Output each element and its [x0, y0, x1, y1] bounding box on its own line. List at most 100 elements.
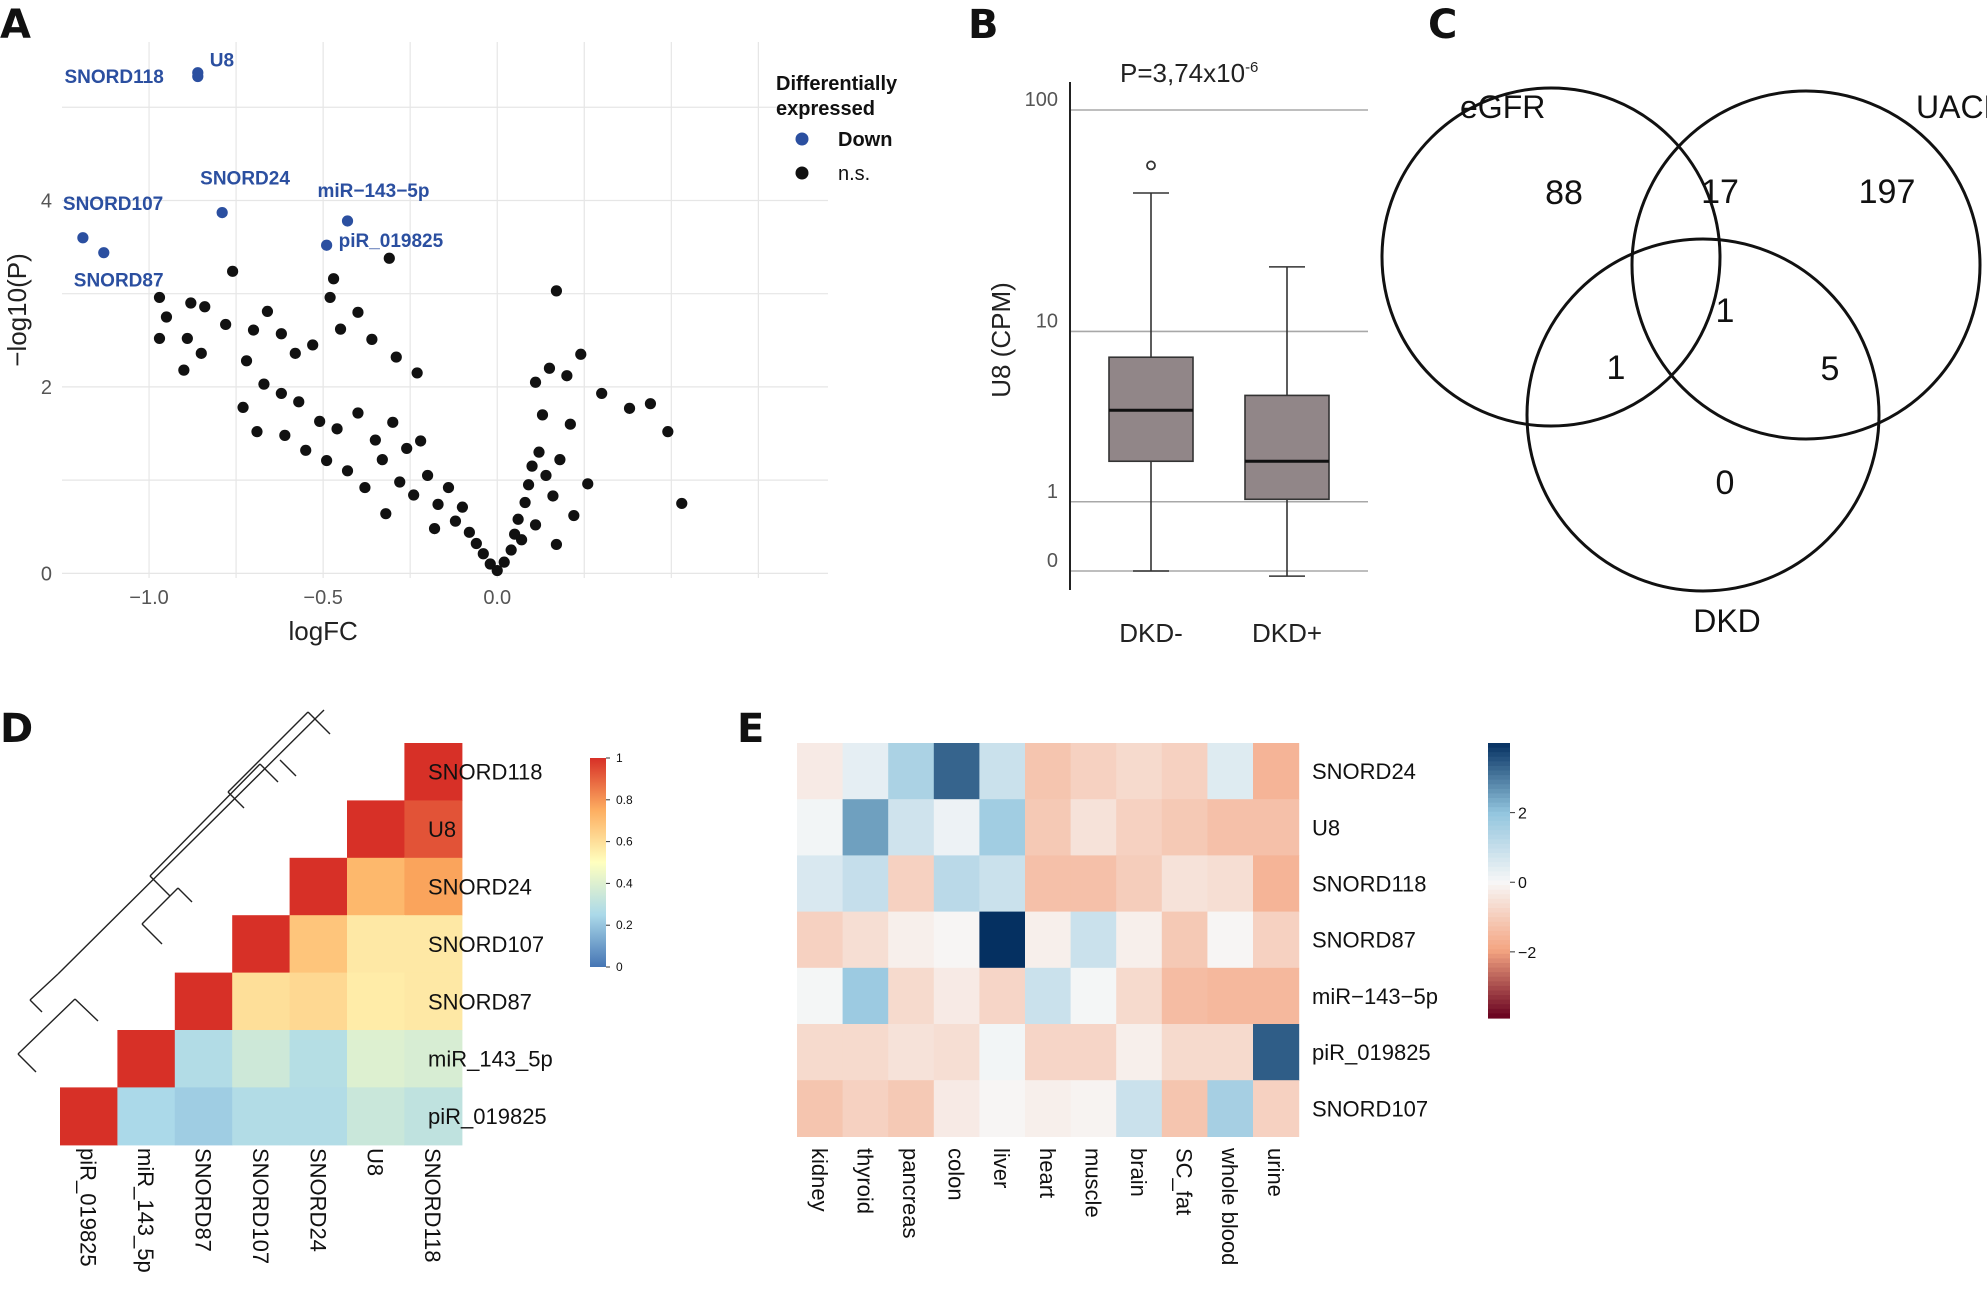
point-ns: [575, 348, 587, 360]
colorbar-segment: [1488, 788, 1510, 795]
point-ns: [498, 556, 510, 568]
heat-cell-u8-kidney: [797, 799, 844, 856]
colorbar-segment: [1488, 903, 1510, 909]
heat-cell-snord107-snord107: [232, 915, 291, 974]
y-axis-title: U8 (CPM): [986, 282, 1016, 398]
legend-title-line1: Differentially: [776, 73, 898, 95]
colorbar-segment: [1488, 871, 1510, 877]
point-ns: [561, 370, 573, 382]
colorbar-segment: [1488, 880, 1510, 886]
heat-cell-u8-heart: [1025, 799, 1072, 856]
colorbar-segment: [1488, 866, 1510, 872]
colorbar-segment: [1488, 981, 1510, 987]
point-ns: [153, 291, 166, 304]
point-ns: [449, 515, 462, 527]
column-label-sc-fat: SC_fat: [1172, 1148, 1197, 1215]
panel-a-volcano-plot: A −1.0 −0.5 0.0 0 2 4 logFC −log10(P) U8 SNORD118 S…: [0, 2, 898, 646]
row-label-pir-019825: piR_019825: [428, 1104, 547, 1129]
colorbar-segment: [1488, 917, 1510, 923]
row-label-mir-143-5p: miR_143_5p: [428, 1047, 553, 1072]
point-ns: [185, 297, 197, 309]
heat-cell-u8-u8: [347, 800, 405, 859]
colorbar-segment: [1488, 949, 1510, 955]
colorbar-segment: [1488, 820, 1510, 827]
colorbar-segment: [1488, 802, 1510, 808]
heat-cell-snord118-sc-fat: [1161, 855, 1208, 913]
colorbar-segment: [1488, 958, 1510, 964]
panel-e-tissue-heatmap: E SNORD24 U8 SNORD118 SNORD87 miR−143−5p piR_0…: [737, 706, 1536, 1265]
venn-region-egfr-uacr: 17: [1701, 173, 1739, 211]
panel-d-correlation-heatmap: D SNORD118 U8 SNORD24 SNORD107 SNORD87 miR_143…: [0, 706, 633, 1273]
panel-letter-b: B: [968, 2, 999, 48]
dendrogram-branch: [29, 999, 43, 1013]
box-dkd: [1244, 394, 1330, 501]
colorbar-segment: [1488, 834, 1510, 840]
heat-cell-snord107-whole-blood: [1207, 1080, 1254, 1137]
heat-cell-pir-019825-muscle: [1070, 1024, 1117, 1081]
colorbar-tick-label: −2: [1518, 945, 1536, 962]
point-ns: [477, 548, 489, 560]
heat-cell-snord118-brain: [1116, 855, 1163, 913]
colorbar-segment: [1488, 875, 1510, 882]
point-ns: [623, 402, 636, 414]
panel-b-boxplot: B 0 1 10 100 P=3,74x10-6 U8 (CPM) DKD- DKD+: [968, 2, 1368, 648]
heat-cell-pir-019825-snord87: [174, 1087, 233, 1146]
y-tick-label: 0: [41, 563, 52, 585]
heat-cell-u8-liver: [979, 799, 1026, 856]
column-label-thyroid: thyroid: [852, 1148, 877, 1214]
heat-cell-mir-143-5p-liver: [979, 967, 1026, 1025]
row-label-snord87: SNORD87: [1312, 928, 1416, 953]
venn-set-dkd: DKD: [1693, 603, 1761, 639]
row-label-snord24: SNORD24: [1312, 759, 1416, 784]
heat-cell-u8-sc-fat: [1161, 799, 1208, 856]
heat-cell-pir-019825-snord107: [232, 1087, 291, 1146]
point-ns: [227, 265, 239, 277]
colorbar-segment: [1488, 793, 1510, 799]
heat-cell-pir-019825-mir-143-5p: [117, 1087, 176, 1146]
heat-cell-mir-143-5p-muscle: [1070, 967, 1117, 1025]
title-exponent: -6: [1245, 59, 1258, 76]
label-u8: U8: [210, 50, 234, 71]
point-ns: [307, 339, 319, 351]
venn-set-uacr: UACR: [1916, 89, 1987, 125]
colorbar-segment: [1488, 784, 1510, 790]
colorbar-segment: [1488, 972, 1510, 978]
point-ns: [554, 454, 566, 466]
dendrogram-branch: [177, 887, 193, 903]
heat-cell-snord87-brain: [1116, 911, 1163, 969]
heat-cell-snord87-liver: [979, 911, 1026, 969]
point-ns: [293, 396, 305, 408]
colorbar-segment: [1488, 1013, 1510, 1019]
dendrogram-branch: [279, 759, 297, 777]
heat-cell-snord118-kidney: [797, 855, 844, 913]
point-ns: [512, 513, 524, 525]
colorbar-segment: [1488, 985, 1510, 992]
heat-cell-snord87-pancreas: [888, 911, 935, 969]
legend-title-line2: expressed: [776, 98, 875, 120]
point-ns: [261, 305, 274, 317]
colorbar-tick-label: 0.2: [616, 918, 633, 932]
colorbar-segment: [1488, 953, 1510, 960]
heat-cell-snord24-sc-fat: [1161, 743, 1208, 800]
heat-cell-snord24-heart: [1025, 743, 1072, 800]
heat-cell-snord24-muscle: [1070, 743, 1117, 800]
colorbar-segment: [1488, 995, 1510, 1001]
point-ns: [334, 323, 347, 335]
heat-cell-snord24-u8: [347, 857, 405, 916]
colorbar-tick-label: 0: [616, 960, 623, 974]
heat-cell-pir-019825-colon: [933, 1024, 980, 1081]
heat-cell-snord118-pancreas: [888, 855, 935, 913]
point-ns: [470, 537, 482, 550]
colorbar-segment: [1488, 811, 1510, 817]
heat-cell-snord107-pancreas: [888, 1080, 935, 1137]
point-ns: [359, 481, 371, 494]
point-ns: [529, 376, 542, 388]
point-ns: [442, 481, 455, 494]
point-ns: [676, 497, 688, 510]
point-ns: [522, 479, 535, 491]
heat-cell-snord118-liver: [979, 855, 1026, 913]
dendrogram-branch: [17, 1053, 37, 1073]
colorbar-tick-label: 0.8: [616, 793, 633, 807]
panel-letter-a: A: [0, 2, 31, 48]
colorbar-segment: [1488, 912, 1510, 918]
